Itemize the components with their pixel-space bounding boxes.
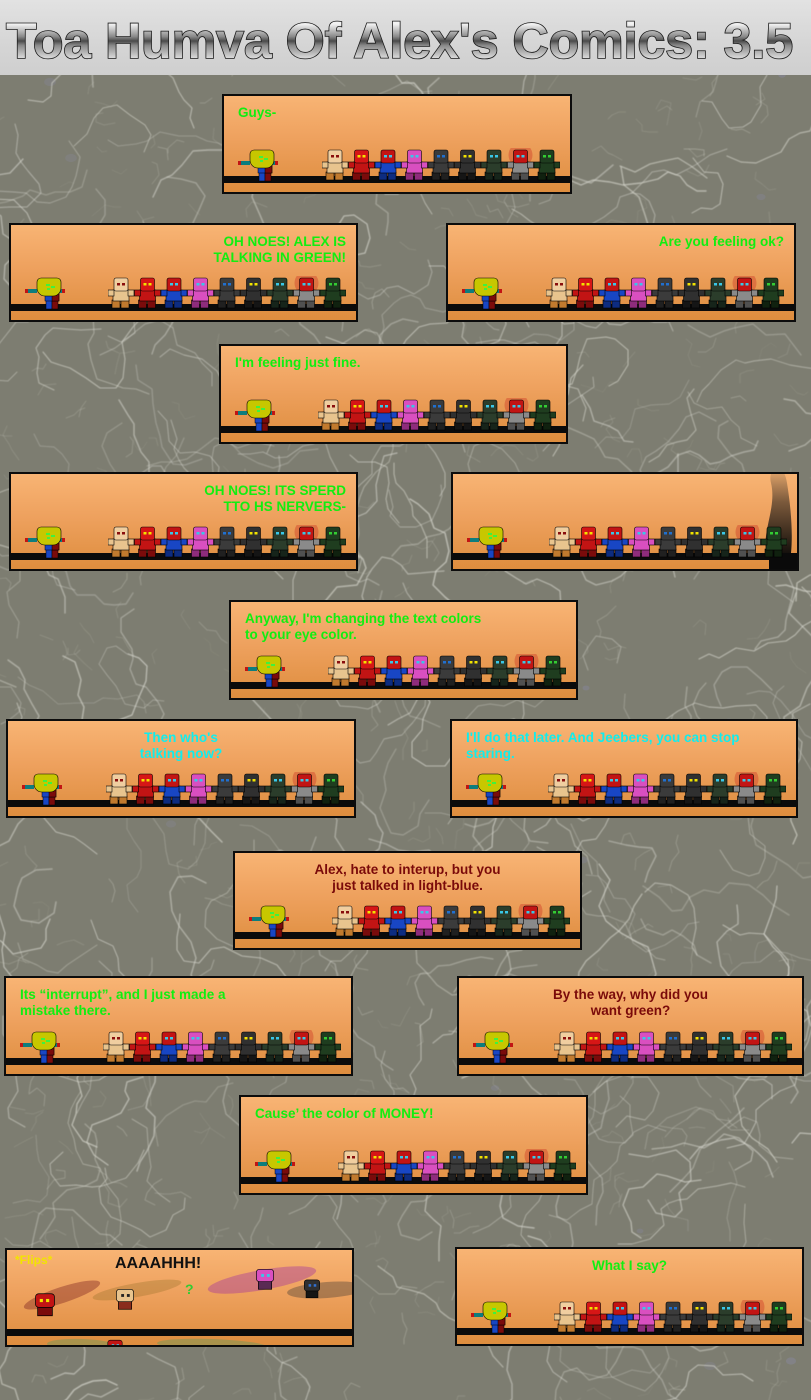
svg-text:Toa Humva Of Alex's Comics: 3.: Toa Humva Of Alex's Comics: 3.5: [6, 13, 793, 69]
